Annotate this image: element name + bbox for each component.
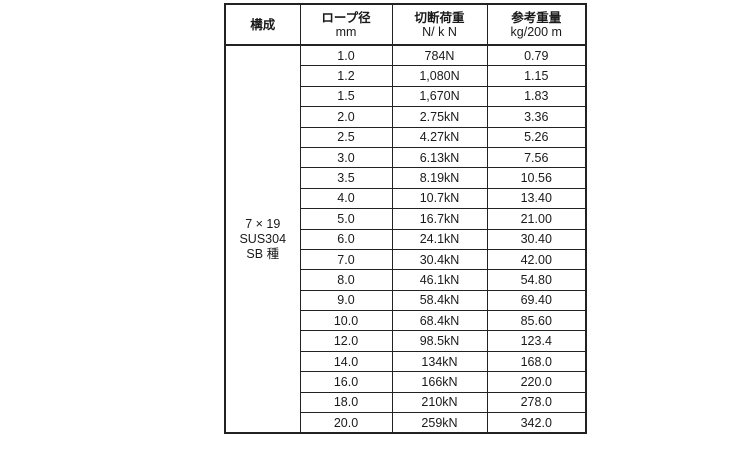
structure-text: 7 × 19 [245,216,281,231]
breaking-load-cell: 1,670N [391,85,488,108]
breaking-load-cell: 10.7kN [391,187,488,210]
breaking-load-cell: 58.4kN [391,289,488,312]
rope-diameter-cell: 3.0 [299,146,393,169]
rope-diameter-cell: 1.0 [299,44,393,67]
rope-diameter-cell: 4.0 [299,187,393,210]
rope-diameter-cell: 3.5 [299,167,393,189]
reference-weight-cell: 3.36 [486,106,587,128]
header-row: 構成 ロープ径 mm 切断荷重 N/ k N 参考重量 kg/200 m [224,3,587,46]
breaking-load-cell: 6.13kN [391,146,488,169]
table-body: 7 × 19 SUS304 SB 種 1.0 784N 0.79 1.2 1,080N 1.15… [224,44,587,434]
table-row: 9.0 58.4kN 69.40 [225,289,587,312]
breaking-load-cell: 30.4kN [391,248,488,271]
table-row: 2.5 4.27kN 5.26 [225,126,587,148]
reference-weight-cell: 30.40 [486,228,587,250]
rope-diameter-cell: 14.0 [299,350,393,373]
reference-weight-cell: 123.4 [486,330,587,352]
reference-weight-cell: 220.0 [486,371,587,393]
table-row: 3.5 8.19kN 10.56 [225,167,587,189]
reference-weight-cell: 54.80 [486,269,587,291]
reference-weight-cell: 13.40 [486,187,587,210]
reference-weight-cell: 10.56 [486,167,587,189]
rope-diameter-header-title: ロープ径 [321,10,371,25]
structure-text: SB 種 [246,246,280,261]
breaking-load-cell: 166kN [391,371,488,393]
breaking-load-cell: 24.1kN [391,228,488,250]
structure-cell: 7 × 19 SUS304 SB 種 [224,44,301,434]
reference-weight-cell: 21.00 [486,208,587,230]
breaking-load-cell: 4.27kN [391,126,488,148]
reference-weight-cell: 278.0 [486,391,587,414]
table-row: 3.0 6.13kN 7.56 [225,146,587,169]
structure-text: SUS304 [239,231,287,246]
table-row: 10.0 68.4kN 85.60 [225,310,587,332]
breaking-load-cell: 68.4kN [391,310,488,332]
rope-diameter-cell: 5.0 [299,208,393,230]
reference-weight-cell: 0.79 [486,44,587,67]
wire-rope-spec-table: 構成 ロープ径 mm 切断荷重 N/ k N 参考重量 kg/200 m 7 ×… [224,3,587,435]
rope-diameter-cell: 20.0 [299,412,393,434]
breaking-load-cell: 2.75kN [391,106,488,128]
rope-diameter-cell: 7.0 [299,248,393,271]
rope-diameter-cell: 2.0 [299,106,393,128]
rope-diameter-cell: 1.2 [299,65,393,87]
reference-weight-header-unit: kg/200 m [510,24,562,39]
reference-weight-header: 参考重量 kg/200 m [486,3,587,46]
reference-weight-cell: 5.26 [486,126,587,148]
rope-diameter-cell: 8.0 [299,269,393,291]
rope-diameter-cell: 1.5 [299,85,393,108]
reference-weight-cell: 1.15 [486,65,587,87]
breaking-load-cell: 8.19kN [391,167,488,189]
breaking-load-cell: 259kN [391,412,488,434]
breaking-load-cell: 784N [391,44,488,67]
table-row: 1.5 1,670N 1.83 [225,85,587,108]
rope-diameter-cell: 10.0 [299,310,393,332]
breaking-load-cell: 210kN [391,391,488,414]
table-row: 7 × 19 SUS304 SB 種 1.0 784N 0.79 [224,44,587,434]
table-row: 18.0 210kN 278.0 [225,391,587,414]
reference-weight-header-title: 参考重量 [511,10,562,25]
rope-diameter-cell: 6.0 [299,228,393,250]
breaking-load-header: 切断荷重 N/ k N [391,3,488,46]
reference-weight-cell: 42.00 [486,248,587,271]
table-row: 5.0 16.7kN 21.00 [225,208,587,230]
breaking-load-cell: 98.5kN [391,330,488,352]
table-row: 4.0 10.7kN 13.40 [225,187,587,210]
breaking-load-cell: 16.7kN [391,208,488,230]
reference-weight-cell: 69.40 [486,289,587,312]
rope-diameter-header: ロープ径 mm [299,3,393,46]
reference-weight-cell: 342.0 [486,412,587,434]
breaking-load-cell: 46.1kN [391,269,488,291]
structure-header: 構成 [224,3,301,46]
table-row: 16.0 166kN 220.0 [225,371,587,393]
rope-diameter-cell: 2.5 [299,126,393,148]
reference-weight-cell: 168.0 [486,350,587,373]
table-row: 20.0 259kN 342.0 [225,412,587,434]
breaking-load-cell: 1,080N [391,65,488,87]
reference-weight-cell: 7.56 [486,146,587,169]
rope-diameter-cell: 18.0 [299,391,393,414]
rope-diameter-cell: 9.0 [299,289,393,312]
table-row: 6.0 24.1kN 30.40 [225,228,587,250]
breaking-load-cell: 134kN [391,350,488,373]
reference-weight-cell: 85.60 [486,310,587,332]
table-row: 14.0 134kN 168.0 [225,350,587,373]
rope-diameter-header-unit: mm [335,24,357,39]
rope-diameter-cell: 12.0 [299,330,393,352]
breaking-load-header-unit: N/ k N [422,24,457,39]
rope-diameter-cell: 16.0 [299,371,393,393]
breaking-load-header-title: 切断荷重 [414,10,465,25]
reference-weight-cell: 1.83 [486,85,587,108]
